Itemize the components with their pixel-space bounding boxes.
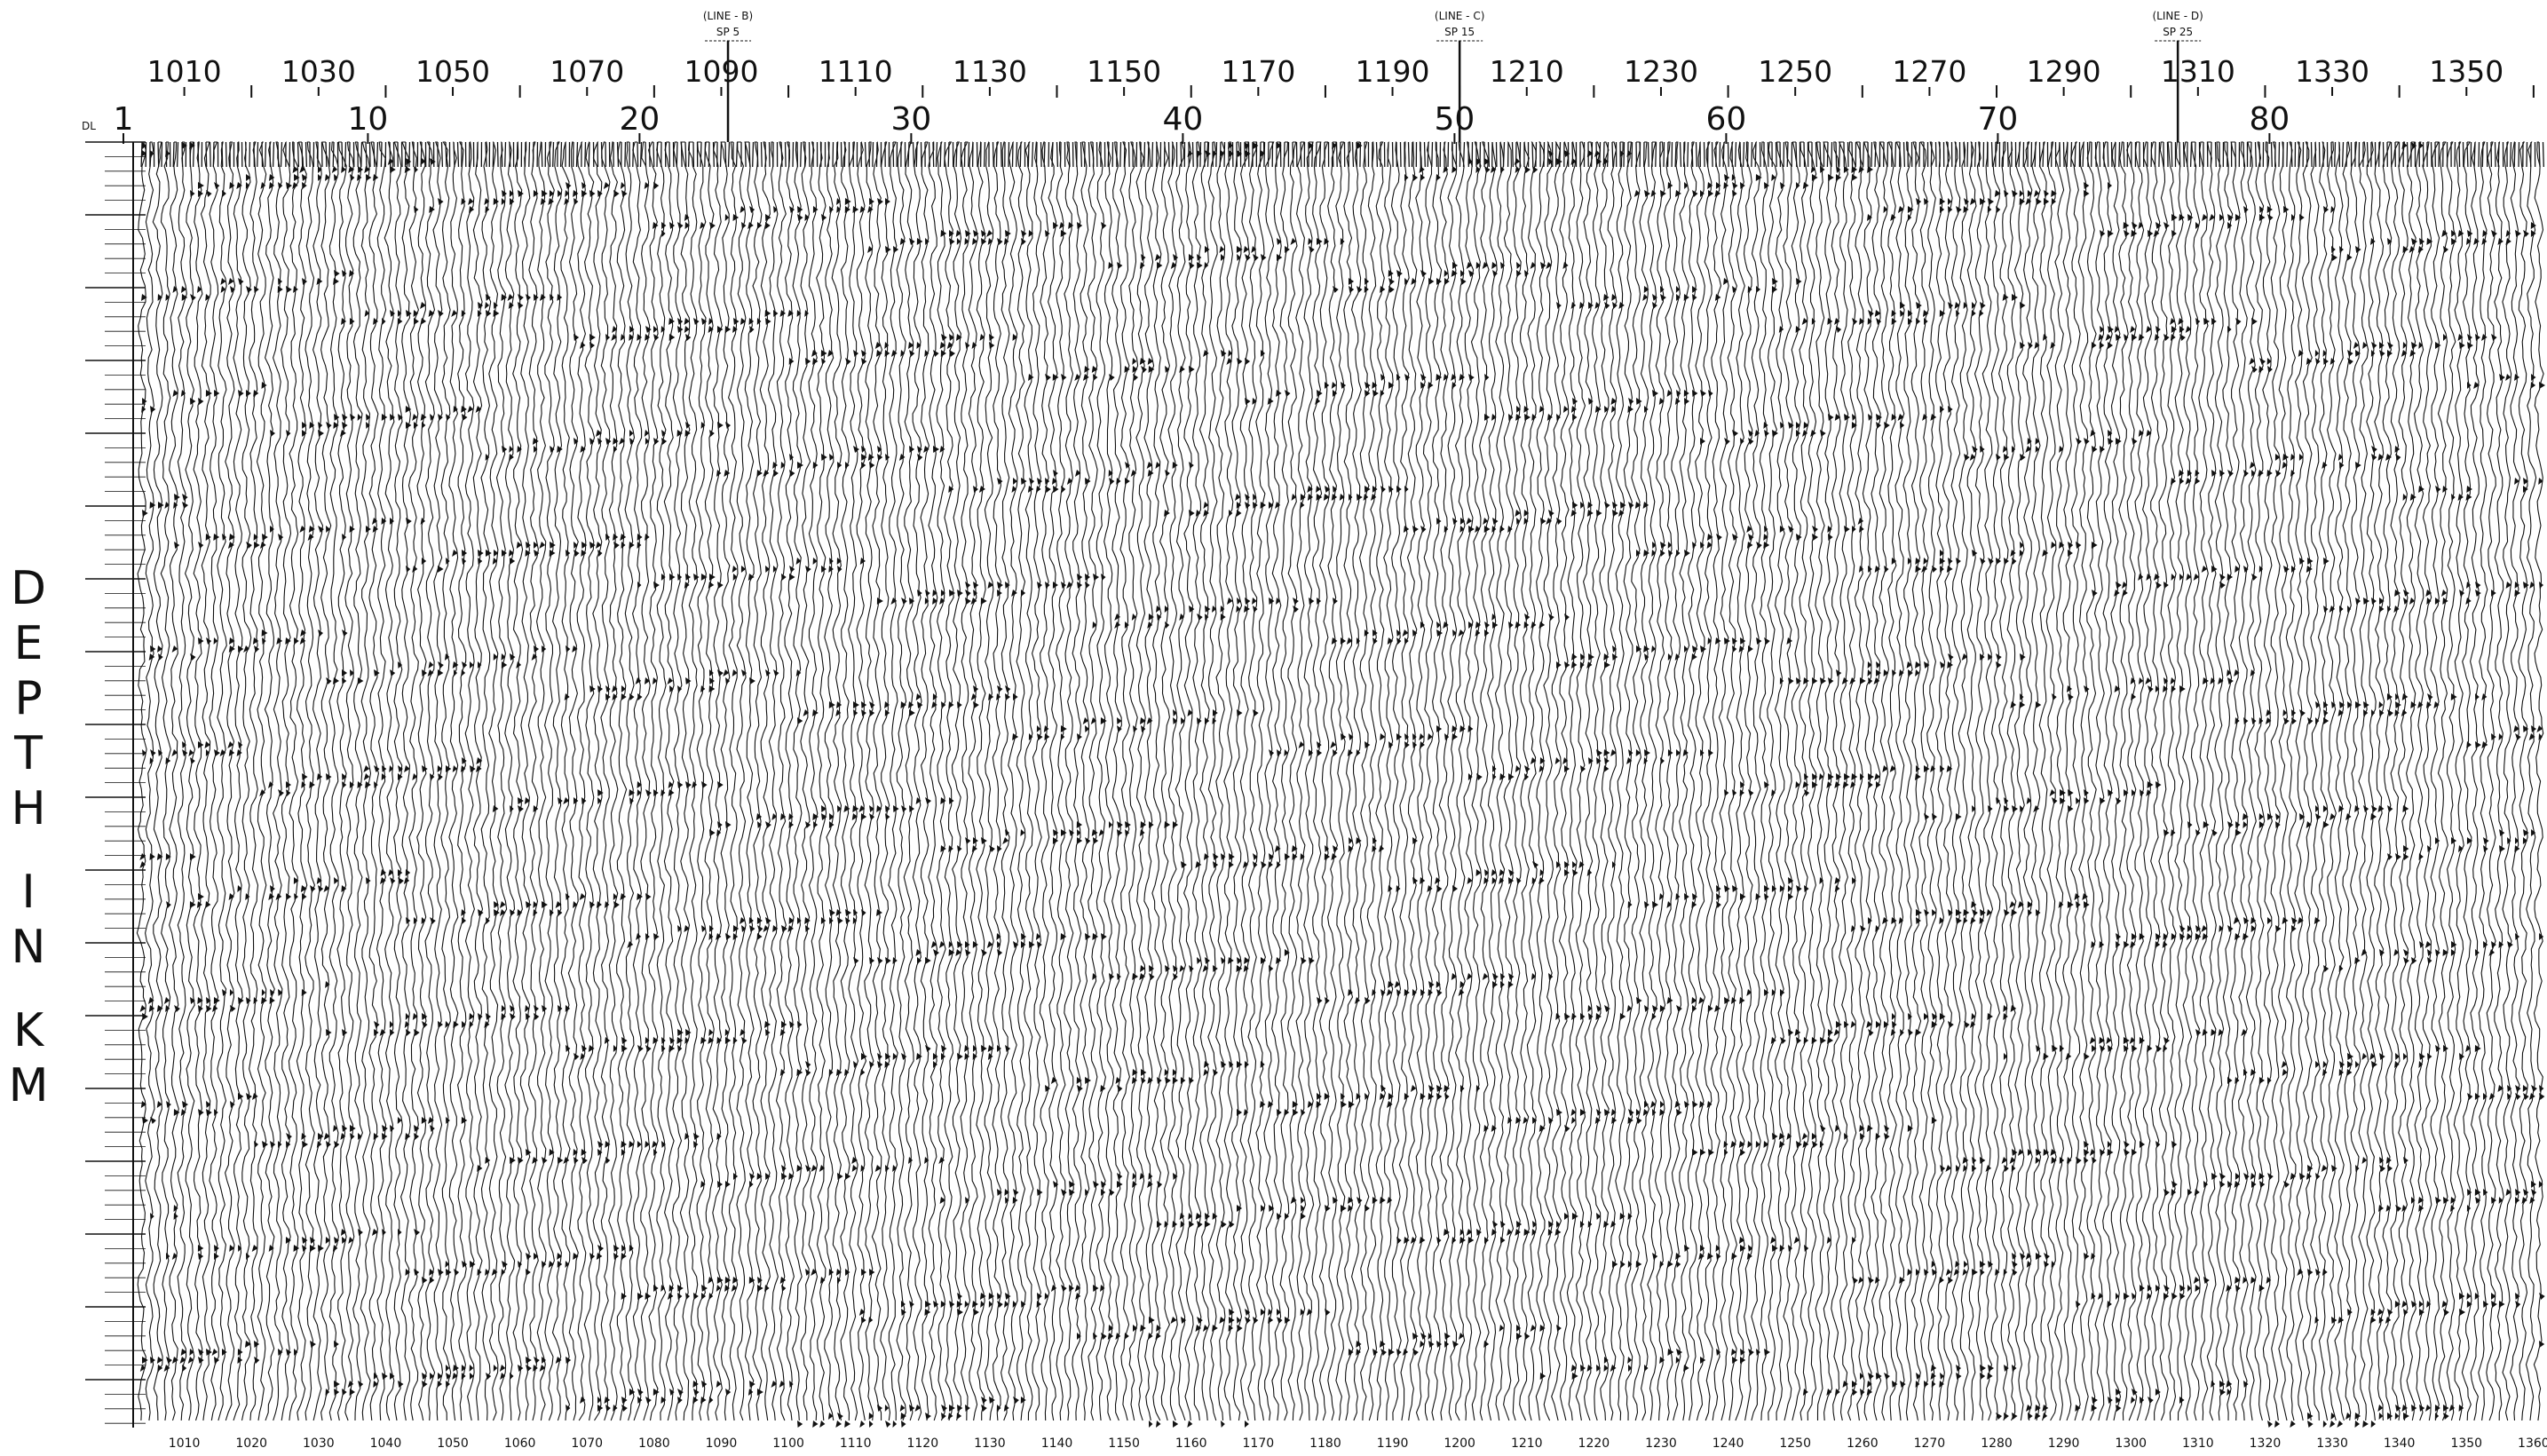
bottom-cdp-tick-label: 1130 xyxy=(974,1436,1006,1451)
bottom-cdp-tick-label: 1340 xyxy=(2384,1436,2416,1451)
y-axis-label-letter: T xyxy=(13,727,43,780)
bottom-cdp-tick-label: 1050 xyxy=(437,1436,469,1451)
line-tie-sp: SP 25 xyxy=(2163,26,2193,38)
bottom-cdp-tick-label: 1220 xyxy=(1578,1436,1610,1451)
y-axis-label-letter: P xyxy=(14,672,42,725)
shot-point-label: 50 xyxy=(1434,101,1475,138)
bottom-cdp-tick-label: 1160 xyxy=(1175,1436,1207,1451)
bottom-cdp-tick-label: 1140 xyxy=(1041,1436,1073,1451)
bottom-cdp-tick-label: 1300 xyxy=(2115,1436,2147,1451)
top-cdp-tick-label: 1110 xyxy=(819,54,893,89)
line-tie-sp: SP 15 xyxy=(1444,26,1475,38)
bottom-cdp-tick-label: 1210 xyxy=(1511,1436,1543,1451)
bottom-cdp-tick-label: 1190 xyxy=(1377,1436,1409,1451)
line-tie-label: (LINE - B) xyxy=(703,10,753,22)
bottom-cdp-tick-label: 1200 xyxy=(1444,1436,1475,1451)
top-cdp-tick-label: 1310 xyxy=(2161,54,2235,89)
top-cdp-tick-label: 1190 xyxy=(1356,54,1430,89)
shot-point-label: 20 xyxy=(619,101,660,138)
corner-label: DL xyxy=(82,120,96,132)
top-cdp-tick-label: 1010 xyxy=(147,54,222,89)
bottom-cdp-tick-label: 1040 xyxy=(370,1436,402,1451)
shot-point-label: 30 xyxy=(890,101,931,138)
bottom-cdp-tick-label: 1030 xyxy=(303,1436,335,1451)
top-cdp-tick-label: 1150 xyxy=(1087,54,1161,89)
bottom-cdp-tick-label: 1110 xyxy=(840,1436,872,1451)
top-cdp-tick-label: 1050 xyxy=(415,54,490,89)
y-axis-label-letter: H xyxy=(11,782,45,835)
top-cdp-tick-label: 1270 xyxy=(1892,54,1966,89)
bottom-cdp-tick-label: 1020 xyxy=(235,1436,267,1451)
top-cdp-tick-label: 1070 xyxy=(550,54,624,89)
bottom-cdp-tick-label: 1310 xyxy=(2182,1436,2214,1451)
y-axis-label-letter: N xyxy=(12,921,46,974)
top-cdp-tick-label: 1130 xyxy=(953,54,1027,89)
top-cdp-tick-label: 1210 xyxy=(1490,54,1564,89)
top-cdp-tick-label: 1250 xyxy=(1758,54,1832,89)
top-cdp-tick-label: 1090 xyxy=(684,54,758,89)
top-cdp-tick-label: 1030 xyxy=(281,54,356,89)
bottom-cdp-tick-label: 1100 xyxy=(772,1436,804,1451)
bottom-cdp-tick-label: 1180 xyxy=(1309,1436,1341,1451)
line-tie-annotations: (LINE - B) SP 5 (LINE - C) SP 15 (LINE - D) S… xyxy=(703,10,2203,142)
y-axis-label-letter: D xyxy=(11,562,46,615)
top-cdp-tick-label: 1230 xyxy=(1624,54,1698,89)
bottom-cdp-tick-label: 1290 xyxy=(2048,1436,2080,1451)
shot-point-label: 10 xyxy=(347,101,388,138)
top-cdp-tick-label: 1330 xyxy=(2295,54,2369,89)
shot-point-label: 70 xyxy=(1977,101,2018,138)
bottom-cdp-tick-label: 1280 xyxy=(1981,1436,2013,1451)
seismic-traces xyxy=(136,141,2545,1428)
bottom-cdp-tick-label: 1090 xyxy=(706,1436,738,1451)
line-tie-sp: SP 5 xyxy=(716,26,740,38)
line-tie-label: (LINE - D) xyxy=(2152,10,2203,22)
y-axis-label-letter: K xyxy=(13,1004,45,1057)
bottom-cdp-tick-label: 1360 xyxy=(2518,1436,2547,1451)
bottom-cdp-tick-label: 1270 xyxy=(1914,1436,1946,1451)
bottom-cdp-tick-label: 1060 xyxy=(504,1436,536,1451)
y-axis-label-letter: E xyxy=(14,617,44,670)
bottom-cdp-tick-label: 1260 xyxy=(1847,1436,1879,1451)
bottom-cdp-tick-label: 1320 xyxy=(2250,1436,2282,1451)
bottom-cdp-tick-label: 1230 xyxy=(1645,1436,1677,1451)
seismic-top-band xyxy=(140,141,2544,168)
shot-point-label: 80 xyxy=(2249,101,2290,138)
bottom-cdp-tick-label: 1350 xyxy=(2450,1436,2482,1451)
bottom-cdp-tick-label: 1070 xyxy=(571,1436,603,1451)
depth-tick-column xyxy=(85,141,146,1428)
bottom-cdp-tick-label: 1330 xyxy=(2316,1436,2348,1451)
bottom-cdp-tick-label: 1080 xyxy=(638,1436,670,1451)
axis-layer: 1010 1030 1050 1070 1090 1110 1130 1150 1170 1190… xyxy=(114,54,2547,1451)
bottom-cdp-tick-label: 1150 xyxy=(1108,1436,1140,1451)
bottom-cdp-tick-label: 1170 xyxy=(1243,1436,1275,1451)
bottom-cdp-tick-label: 1250 xyxy=(1779,1436,1811,1451)
top-cdp-tick-label: 1170 xyxy=(1221,54,1295,89)
shot-point-label: 1 xyxy=(114,101,134,138)
top-cdp-tick-label: 1350 xyxy=(2429,54,2503,89)
y-axis-label-letter: M xyxy=(9,1059,49,1112)
seismic-wiggle-traces xyxy=(136,141,2544,1421)
bottom-cdp-tick-label: 1010 xyxy=(169,1436,201,1451)
y-axis-label-letter: I xyxy=(21,866,35,919)
line-tie-label: (LINE - C) xyxy=(1435,10,1484,22)
bottom-cdp-tick-label: 1120 xyxy=(906,1436,938,1451)
bottom-cdp-tick-label: 1240 xyxy=(1713,1436,1744,1451)
top-cdp-tick-label: 1290 xyxy=(2027,54,2101,89)
shot-point-label: 60 xyxy=(1705,101,1746,138)
shot-point-label: 40 xyxy=(1162,101,1203,138)
